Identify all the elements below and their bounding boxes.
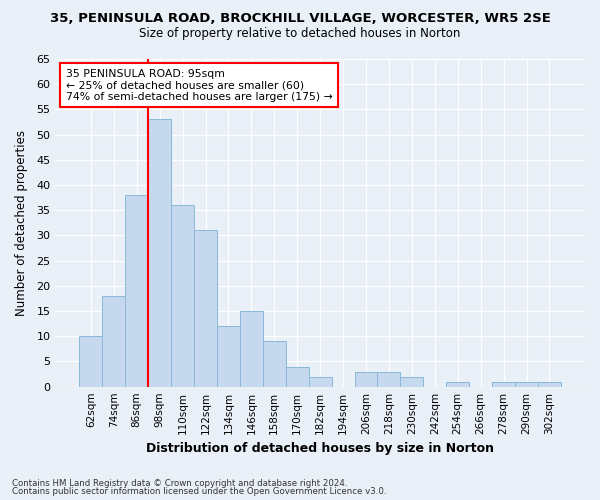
Bar	[308, 376, 332, 386]
Bar	[217, 326, 240, 386]
Bar	[125, 195, 148, 386]
Bar	[377, 372, 400, 386]
Text: Size of property relative to detached houses in Norton: Size of property relative to detached ho…	[139, 28, 461, 40]
Bar	[400, 376, 424, 386]
Bar	[194, 230, 217, 386]
Bar	[79, 336, 103, 386]
X-axis label: Distribution of detached houses by size in Norton: Distribution of detached houses by size …	[146, 442, 494, 455]
Bar	[263, 342, 286, 386]
Bar	[515, 382, 538, 386]
Text: Contains public sector information licensed under the Open Government Licence v3: Contains public sector information licen…	[12, 487, 386, 496]
Text: 35 PENINSULA ROAD: 95sqm
← 25% of detached houses are smaller (60)
74% of semi-d: 35 PENINSULA ROAD: 95sqm ← 25% of detach…	[66, 69, 332, 102]
Bar	[538, 382, 561, 386]
Text: Contains HM Land Registry data © Crown copyright and database right 2024.: Contains HM Land Registry data © Crown c…	[12, 478, 347, 488]
Text: 35, PENINSULA ROAD, BROCKHILL VILLAGE, WORCESTER, WR5 2SE: 35, PENINSULA ROAD, BROCKHILL VILLAGE, W…	[50, 12, 550, 26]
Y-axis label: Number of detached properties: Number of detached properties	[15, 130, 28, 316]
Bar	[103, 296, 125, 386]
Bar	[355, 372, 377, 386]
Bar	[171, 205, 194, 386]
Bar	[492, 382, 515, 386]
Bar	[286, 366, 308, 386]
Bar	[240, 311, 263, 386]
Bar	[446, 382, 469, 386]
Bar	[148, 120, 171, 386]
